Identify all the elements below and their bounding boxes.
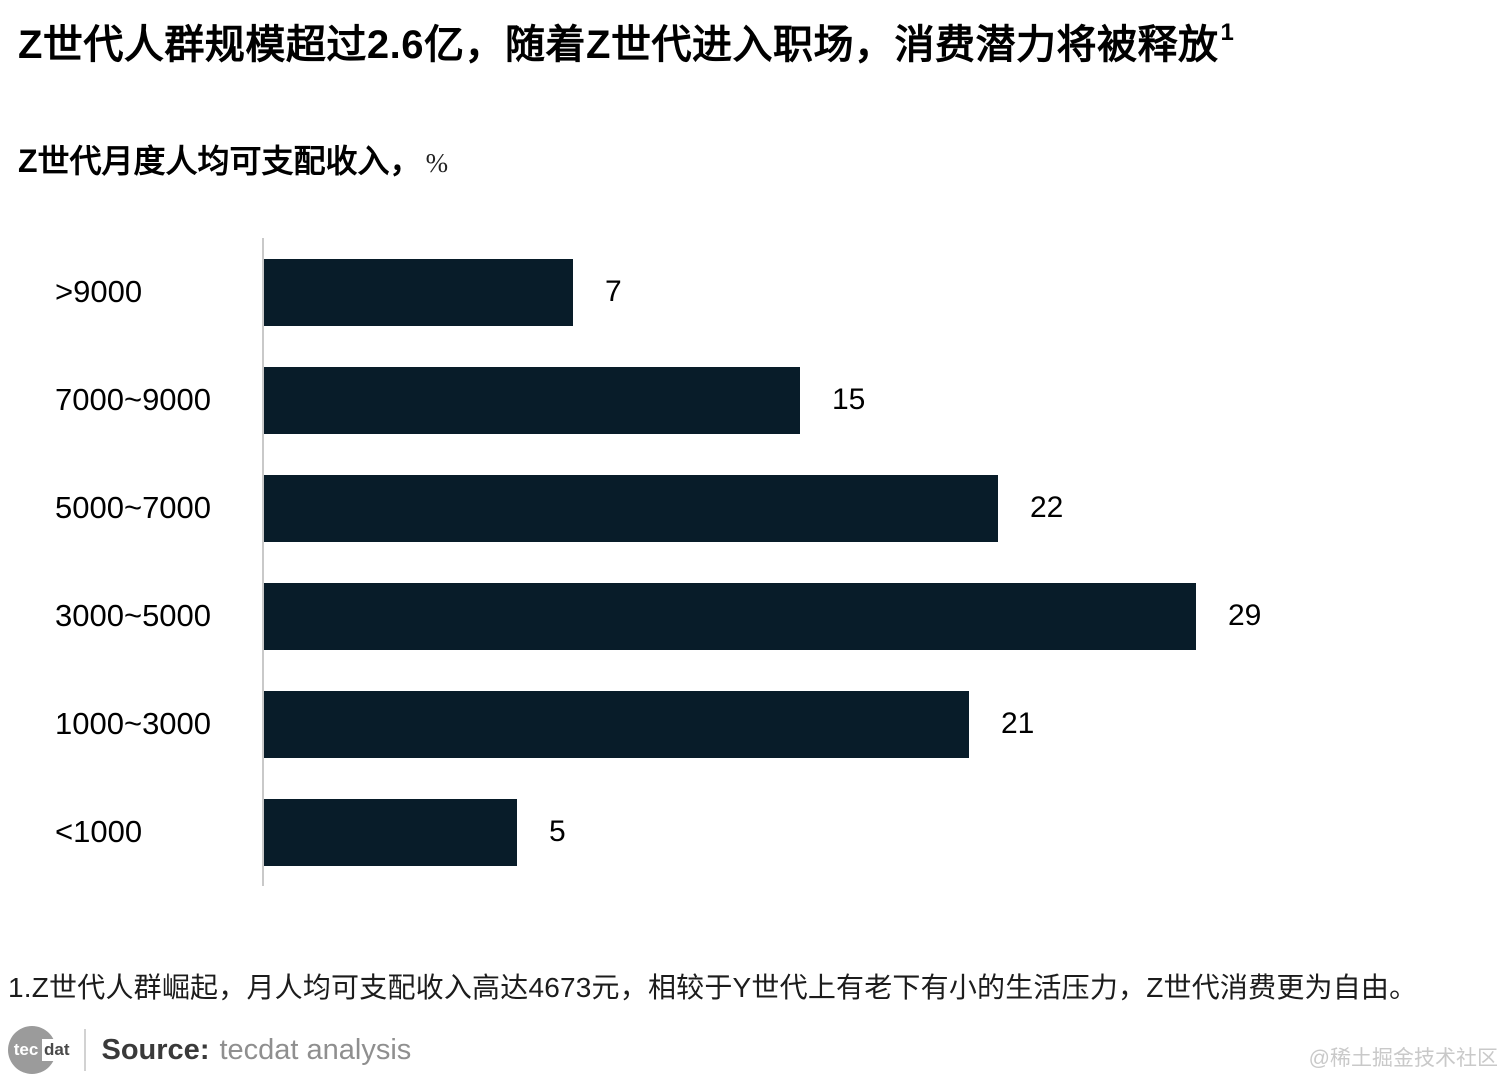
category-label: 5000~7000 bbox=[55, 490, 212, 525]
source-text: tecdat analysis bbox=[219, 1033, 412, 1066]
value-label: 15 bbox=[832, 383, 866, 416]
chart-row: 7000~9000 15 bbox=[0, 346, 1420, 454]
bar-area: 5 bbox=[262, 778, 1420, 886]
source-label: Source: bbox=[101, 1033, 210, 1066]
value-label: 22 bbox=[1030, 491, 1064, 524]
value-label: 29 bbox=[1228, 599, 1262, 632]
category-label: >9000 bbox=[55, 274, 143, 309]
bar-area: 21 bbox=[262, 670, 1420, 778]
value-label: 7 bbox=[605, 275, 622, 308]
category-label: 3000~5000 bbox=[55, 598, 212, 633]
page-title: Z世代人群规模超过2.6亿，随着Z世代进入职场，消费潜力将被释放1 bbox=[18, 12, 1234, 70]
bar bbox=[264, 258, 573, 326]
bar bbox=[264, 582, 1196, 650]
tecdat-logo: tec dat bbox=[8, 1026, 72, 1074]
page-title-text: Z世代人群规模超过2.6亿，随着Z世代进入职场，消费潜力将被释放 bbox=[18, 23, 1219, 67]
chart-row: 5000~7000 22 bbox=[0, 454, 1420, 562]
chart-subtitle: Z世代月度人均可支配收入，% bbox=[18, 136, 448, 182]
bar bbox=[264, 474, 998, 542]
category-label: 1000~3000 bbox=[55, 706, 212, 741]
source-bar: tec dat Source: tecdat analysis bbox=[8, 1024, 411, 1076]
chart-row: 1000~3000 21 bbox=[0, 670, 1420, 778]
category-label: <1000 bbox=[55, 814, 143, 849]
bar bbox=[264, 798, 517, 866]
chart-subtitle-text: Z世代月度人均可支配收入， bbox=[18, 143, 422, 179]
footnote: 1.Z世代人群崛起，月人均可支配收入高达4673元，相较于Y世代上有老下有小的生… bbox=[8, 972, 1418, 1003]
bar-chart: >9000 7 7000~9000 15 5000~7000 22 3000~5000 29 1… bbox=[0, 238, 1420, 886]
value-label: 21 bbox=[1001, 707, 1035, 740]
source-divider bbox=[83, 1029, 86, 1071]
bar-area: 15 bbox=[262, 346, 1420, 454]
bar bbox=[264, 690, 969, 758]
category-label: 7000~9000 bbox=[55, 382, 212, 417]
bar bbox=[264, 366, 800, 434]
title-footnote-marker: 1 bbox=[1220, 18, 1235, 46]
bar-area: 22 bbox=[262, 454, 1420, 562]
bar-area: 7 bbox=[262, 238, 1420, 346]
chart-subtitle-unit: % bbox=[425, 148, 449, 178]
bar-area: 29 bbox=[262, 562, 1420, 670]
chart-row: 3000~5000 29 bbox=[0, 562, 1420, 670]
logo-suffix-text: dat bbox=[42, 1039, 72, 1061]
watermark: @稀土掘金技术社区 bbox=[1308, 1047, 1498, 1070]
chart-row: <1000 5 bbox=[0, 778, 1420, 886]
chart-row: >9000 7 bbox=[0, 238, 1420, 346]
logo-circle-text: tec bbox=[13, 1040, 39, 1059]
value-label: 5 bbox=[549, 815, 566, 848]
